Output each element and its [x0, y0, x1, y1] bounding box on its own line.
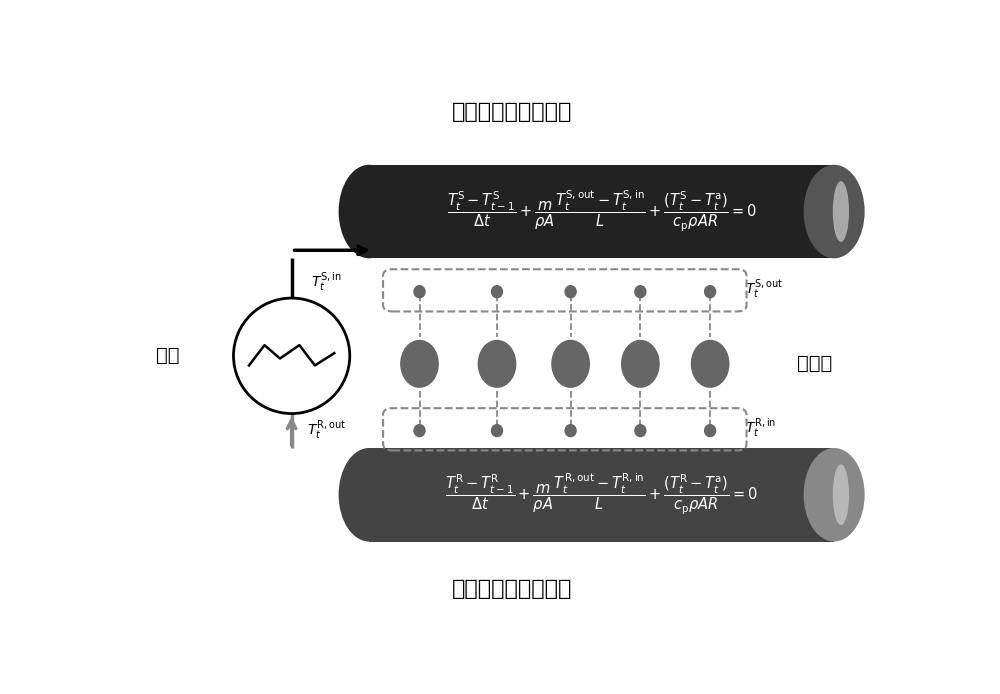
- Ellipse shape: [833, 181, 849, 242]
- Ellipse shape: [634, 285, 647, 298]
- Ellipse shape: [491, 285, 503, 298]
- Ellipse shape: [413, 424, 426, 437]
- Bar: [369, 164, 834, 258]
- Ellipse shape: [491, 424, 503, 437]
- Ellipse shape: [634, 424, 647, 437]
- Ellipse shape: [400, 340, 439, 388]
- Text: $\dfrac{T_t^{\mathrm{R}}-T_{t-1}^{\mathrm{R}}}{\Delta t}+\dfrac{m}{\rho A}\dfrac: $\dfrac{T_t^{\mathrm{R}}-T_{t-1}^{\mathr…: [445, 472, 758, 517]
- Text: $T_t^{\mathrm{R,out}}$: $T_t^{\mathrm{R,out}}$: [307, 419, 346, 442]
- Ellipse shape: [621, 340, 660, 388]
- Bar: [369, 448, 834, 541]
- Ellipse shape: [564, 285, 577, 298]
- Text: 热负荷: 热负荷: [797, 355, 832, 373]
- Ellipse shape: [833, 464, 849, 525]
- Ellipse shape: [804, 164, 865, 258]
- Text: 热源: 热源: [156, 346, 179, 365]
- Ellipse shape: [704, 424, 716, 437]
- Ellipse shape: [339, 164, 400, 258]
- Text: 供水管网虚拟蓄热罐: 供水管网虚拟蓄热罐: [452, 102, 573, 122]
- Text: $T_t^{\mathrm{S,in}}$: $T_t^{\mathrm{S,in}}$: [311, 270, 342, 293]
- Text: $\dfrac{T_t^{\mathrm{S}}-T_{t-1}^{\mathrm{S}}}{\Delta t}+\dfrac{m}{\rho A}\dfrac: $\dfrac{T_t^{\mathrm{S}}-T_{t-1}^{\mathr…: [447, 189, 757, 234]
- Ellipse shape: [704, 285, 716, 298]
- Ellipse shape: [564, 424, 577, 437]
- Ellipse shape: [804, 448, 865, 541]
- Text: $T_t^{\mathrm{S,out}}$: $T_t^{\mathrm{S,out}}$: [745, 278, 783, 301]
- Text: 回水管网虚拟蓄热罐: 回水管网虚拟蓄热罐: [452, 579, 573, 599]
- Ellipse shape: [478, 340, 516, 388]
- Text: $T_t^{\mathrm{R,in}}$: $T_t^{\mathrm{R,in}}$: [745, 416, 776, 439]
- Ellipse shape: [339, 448, 400, 541]
- Ellipse shape: [691, 340, 730, 388]
- Ellipse shape: [413, 285, 426, 298]
- Ellipse shape: [551, 340, 590, 388]
